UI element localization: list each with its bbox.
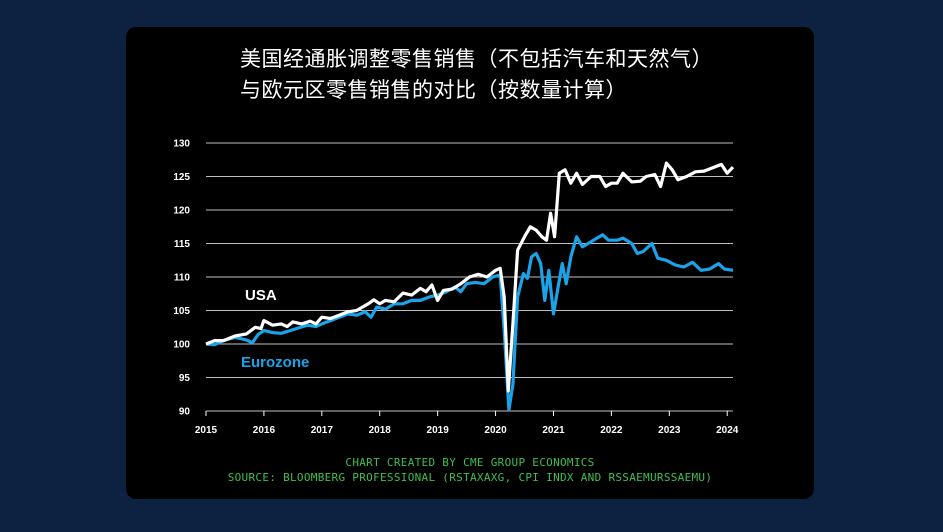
x-tick-label: 2019: [427, 425, 450, 436]
x-tick-label: 2017: [311, 425, 334, 436]
y-tick-label: 130: [173, 139, 190, 150]
y-axis: 90 95 100 105 110 115 120 125 130: [173, 139, 190, 418]
y-tick-label: 120: [173, 206, 190, 217]
x-tick-label: 2023: [658, 425, 681, 436]
y-tick-label: 100: [173, 340, 190, 351]
x-tick-label: 2016: [253, 425, 276, 436]
y-tick-label: 110: [174, 273, 191, 284]
series-line-eurozone: [205, 233, 734, 412]
x-tick-label: 2021: [542, 425, 565, 436]
y-tick-label: 95: [179, 373, 191, 384]
y-tick-label: 115: [174, 239, 191, 250]
y-tick-label: 125: [173, 172, 190, 183]
y-tick-label: 90: [179, 407, 191, 418]
x-tick-label: 2015: [195, 425, 218, 436]
series-line-usa: [205, 161, 735, 393]
chart-credit: CHART CREATED BY CME GROUP ECONOMICS: [345, 456, 595, 469]
x-tick-label: 2018: [369, 425, 392, 436]
series-lines: USA Eurozone: [205, 161, 735, 412]
chart-panel: [126, 27, 814, 499]
y-tick-label: 105: [173, 306, 190, 317]
series-label-eurozone: Eurozone: [241, 354, 309, 371]
x-axis: 2015 2016 2017 2018 2019 2020 2021 2022 2023 2024: [195, 411, 739, 436]
series-label-usa: USA: [245, 287, 277, 304]
chart-source: SOURCE: BLOOMBERG PROFESSIONAL (RSTAXAXG…: [227, 471, 713, 484]
chart-title: 美国经通胀调整零售销售（不包括汽车和天然气）与欧元区零售销售的对比（按数量计算）: [240, 47, 713, 102]
x-tick-label: 2024: [716, 425, 739, 436]
x-tick-label: 2022: [600, 425, 623, 436]
x-tick-label: 2020: [484, 425, 507, 436]
